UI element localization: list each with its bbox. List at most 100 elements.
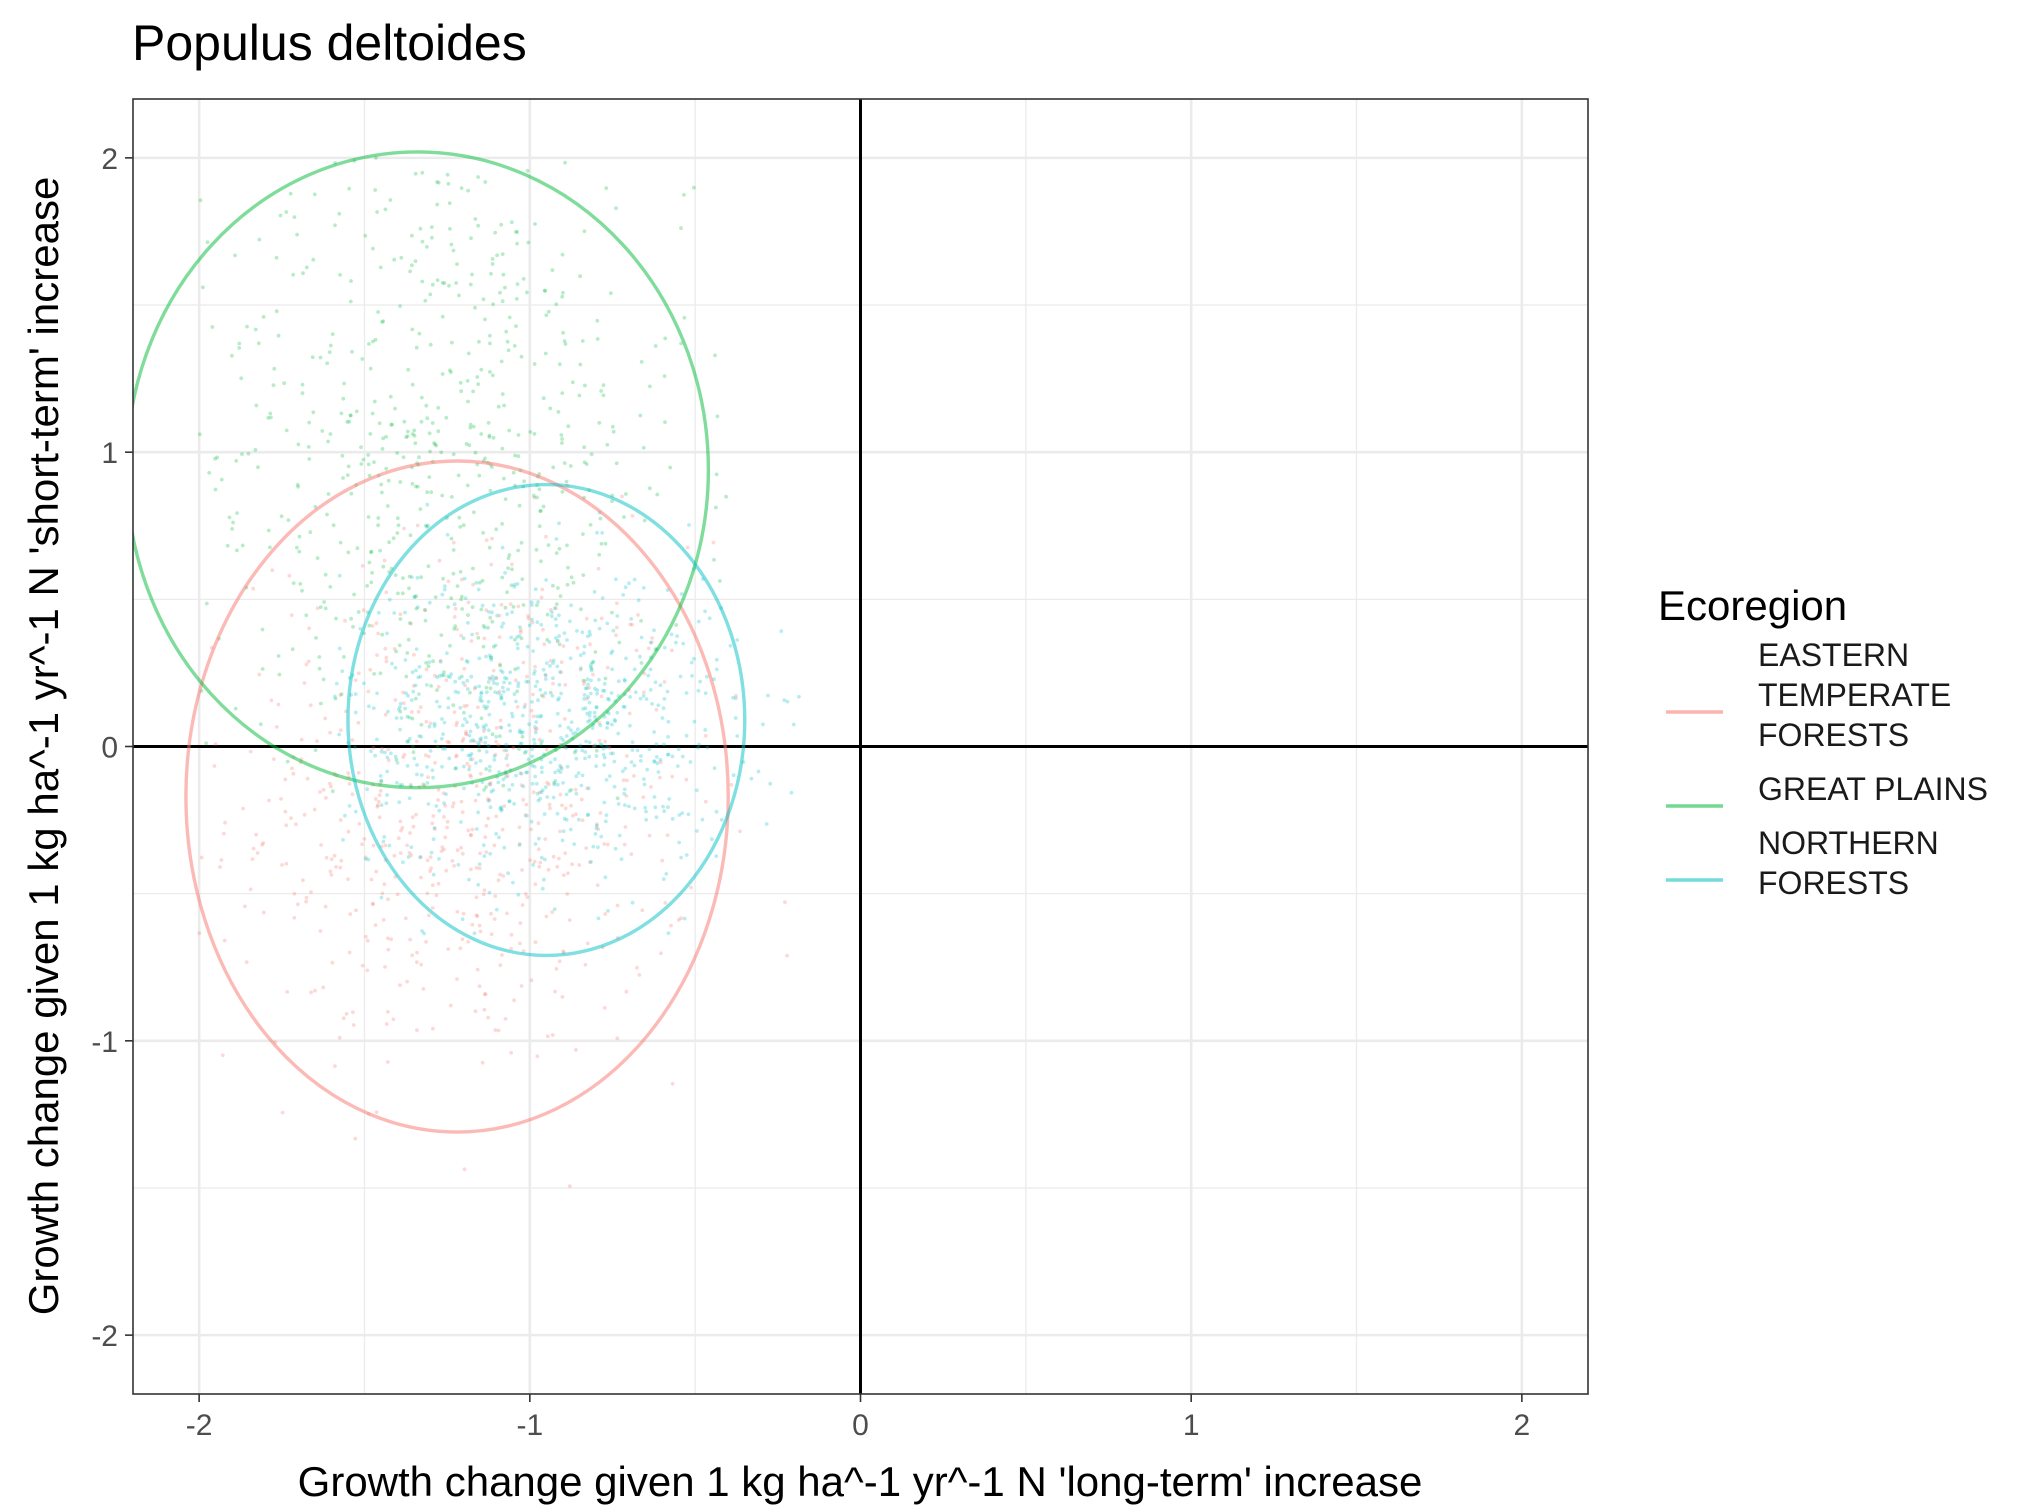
point-northern-forests: [602, 763, 606, 767]
point-eastern-temperate-forests: [363, 855, 368, 860]
point-eastern-temperate-forests: [555, 864, 560, 869]
point-northern-forests: [493, 690, 498, 694]
point-northern-forests: [540, 788, 545, 793]
point-great-plains: [389, 422, 394, 427]
point-eastern-temperate-forests: [389, 937, 394, 942]
point-great-plains: [605, 442, 610, 447]
point-northern-forests: [530, 781, 535, 786]
point-great-plains: [240, 452, 244, 456]
point-northern-forests: [596, 916, 601, 921]
point-great-plains: [589, 666, 594, 671]
point-northern-forests: [533, 730, 538, 735]
point-eastern-temperate-forests: [374, 621, 379, 626]
point-northern-forests: [429, 850, 434, 855]
point-great-plains: [668, 465, 673, 470]
point-great-plains: [488, 488, 493, 493]
point-northern-forests: [538, 715, 543, 719]
point-northern-forests: [493, 643, 498, 648]
point-eastern-temperate-forests: [284, 861, 289, 866]
point-northern-forests: [595, 688, 600, 692]
point-northern-forests: [552, 606, 557, 610]
point-northern-forests: [518, 728, 522, 733]
point-northern-forests: [532, 737, 536, 742]
point-great-plains: [404, 674, 409, 679]
point-eastern-temperate-forests: [518, 630, 523, 635]
point-eastern-temperate-forests: [621, 778, 626, 782]
point-northern-forests: [567, 789, 572, 793]
point-northern-forests: [503, 571, 507, 575]
point-great-plains: [393, 573, 398, 577]
point-eastern-temperate-forests: [679, 916, 683, 920]
point-great-plains: [513, 453, 517, 458]
x-tick-label: 2: [1514, 1409, 1531, 1442]
point-northern-forests: [447, 756, 452, 761]
point-great-plains: [412, 428, 417, 433]
point-northern-forests: [632, 806, 637, 811]
point-great-plains: [286, 518, 291, 522]
point-eastern-temperate-forests: [523, 813, 528, 818]
point-northern-forests: [609, 751, 613, 756]
point-eastern-temperate-forests: [433, 673, 437, 678]
point-eastern-temperate-forests: [486, 816, 491, 821]
point-eastern-temperate-forests: [498, 963, 503, 968]
point-great-plains: [426, 664, 431, 669]
point-eastern-temperate-forests: [599, 694, 604, 699]
point-northern-forests: [675, 764, 680, 768]
point-northern-forests: [624, 656, 628, 661]
point-northern-forests: [431, 872, 436, 877]
point-great-plains: [350, 349, 354, 354]
point-great-plains: [447, 201, 452, 206]
point-eastern-temperate-forests: [587, 685, 592, 690]
point-great-plains: [516, 433, 521, 437]
point-eastern-temperate-forests: [464, 729, 468, 734]
point-great-plains: [490, 262, 495, 266]
point-northern-forests: [684, 691, 689, 695]
point-great-plains: [513, 637, 517, 642]
point-northern-forests: [627, 581, 631, 586]
point-great-plains: [245, 324, 249, 329]
point-great-plains: [415, 484, 420, 489]
point-eastern-temperate-forests: [637, 973, 642, 977]
point-great-plains: [528, 430, 533, 434]
point-northern-forests: [466, 621, 470, 625]
point-eastern-temperate-forests: [354, 908, 358, 913]
point-northern-forests: [477, 862, 482, 866]
point-eastern-temperate-forests: [460, 657, 464, 661]
point-northern-forests: [492, 681, 496, 685]
point-northern-forests: [677, 840, 681, 845]
point-northern-forests: [504, 742, 509, 747]
point-eastern-temperate-forests: [663, 901, 668, 905]
point-eastern-temperate-forests: [351, 1010, 355, 1015]
point-eastern-temperate-forests: [371, 901, 375, 906]
point-eastern-temperate-forests: [565, 892, 570, 896]
point-eastern-temperate-forests: [505, 763, 510, 768]
point-great-plains: [414, 606, 419, 611]
point-eastern-temperate-forests: [213, 742, 218, 746]
point-great-plains: [328, 432, 333, 436]
point-northern-forests: [379, 749, 384, 754]
point-northern-forests: [666, 719, 671, 724]
point-northern-forests: [379, 803, 384, 807]
point-northern-forests: [594, 754, 599, 758]
point-northern-forests: [347, 804, 352, 808]
point-great-plains: [423, 298, 428, 303]
point-northern-forests: [504, 676, 509, 681]
point-eastern-temperate-forests: [338, 818, 343, 822]
point-eastern-temperate-forests: [488, 676, 493, 681]
point-northern-forests: [362, 681, 366, 686]
point-great-plains: [460, 607, 464, 611]
point-northern-forests: [561, 738, 566, 742]
point-northern-forests: [467, 733, 472, 738]
point-eastern-temperate-forests: [386, 936, 390, 941]
point-eastern-temperate-forests: [548, 607, 553, 612]
point-northern-forests: [552, 907, 557, 912]
point-great-plains: [496, 404, 501, 409]
point-eastern-temperate-forests: [382, 558, 387, 563]
point-eastern-temperate-forests: [533, 727, 538, 732]
point-northern-forests: [428, 749, 433, 753]
point-great-plains: [498, 290, 502, 295]
point-northern-forests: [612, 759, 617, 764]
point-great-plains: [507, 315, 512, 320]
point-eastern-temperate-forests: [462, 666, 467, 671]
point-eastern-temperate-forests: [376, 799, 381, 804]
